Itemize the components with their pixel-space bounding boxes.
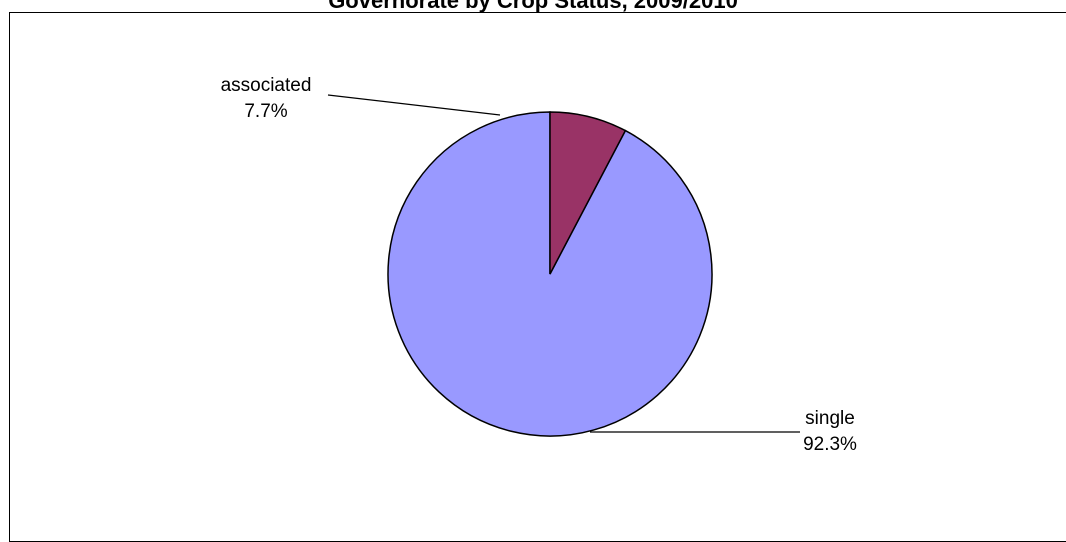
pie-chart: single 92.3% associated 7.7% — [221, 75, 857, 455]
slice-label-single: single — [805, 408, 855, 429]
slice-label-associated: associated — [221, 75, 312, 96]
slice-value-single: 92.3% — [803, 434, 857, 455]
leader-lines — [327, 94, 800, 433]
slice-value-associated: 7.7% — [244, 101, 287, 122]
pie-slice-associated — [549, 111, 627, 275]
pie-slices — [387, 111, 713, 437]
leader-line-associated — [327, 94, 501, 116]
slice-labels: single 92.3% associated 7.7% — [221, 75, 857, 455]
chart-title: Governorate by Crop Status, 2009/2010 — [328, 0, 738, 13]
